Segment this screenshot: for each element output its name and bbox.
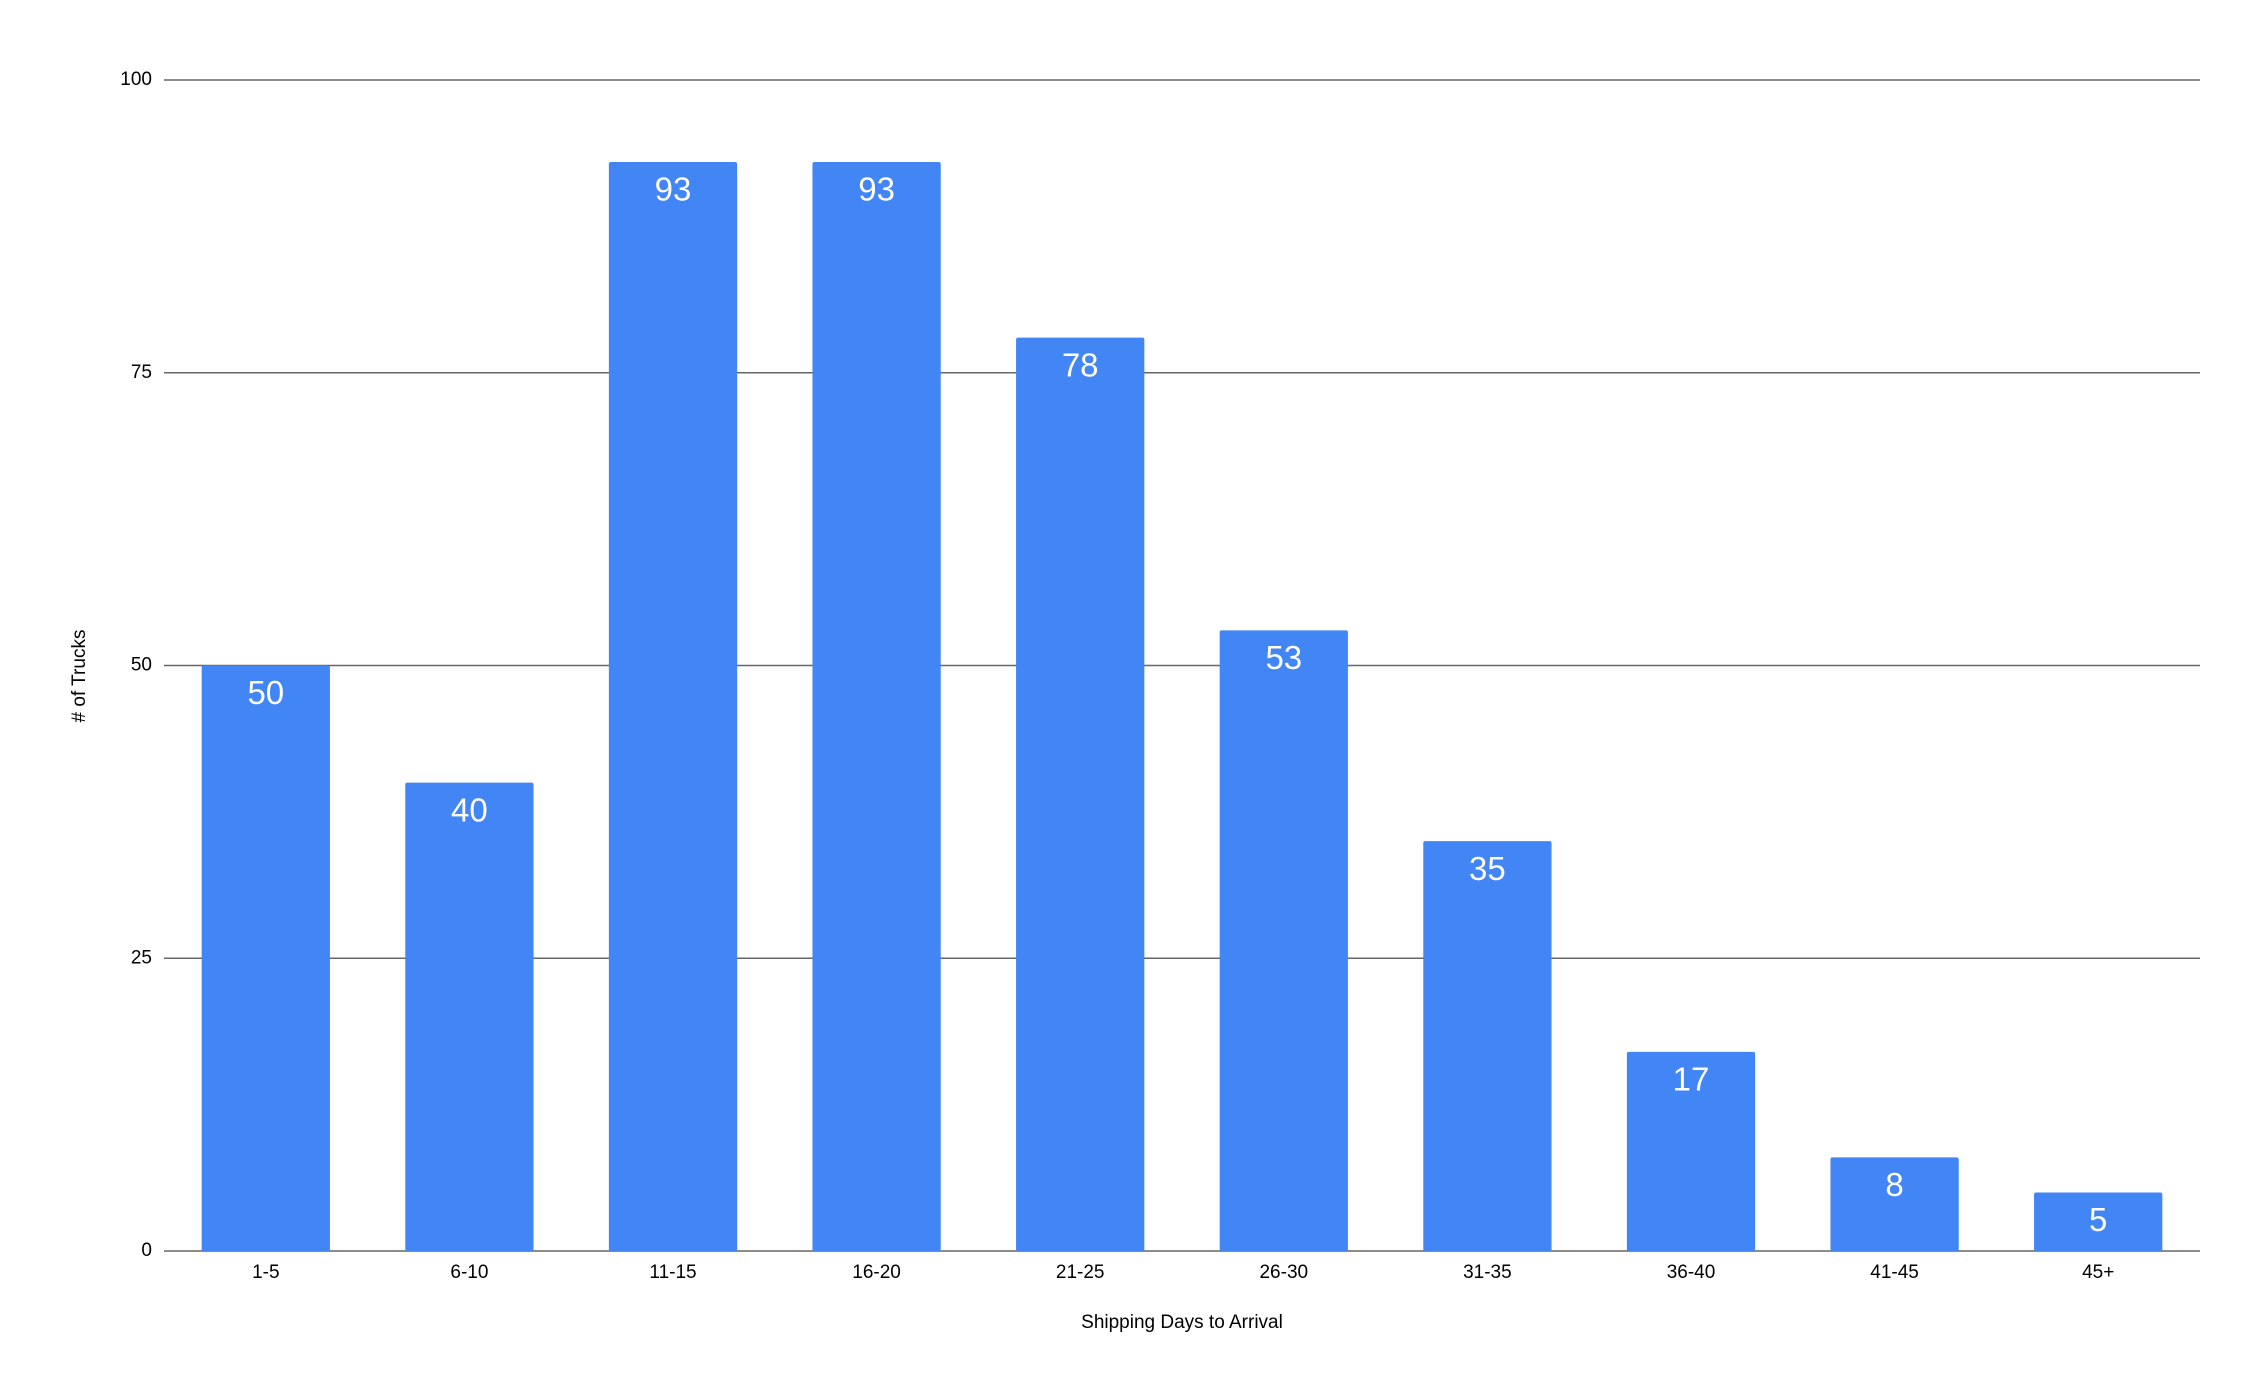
y-tick-label: 100 [120, 69, 152, 90]
value-label: 78 [1062, 346, 1099, 383]
x-tick-label: 11-15 [649, 1262, 696, 1283]
value-label: 50 [247, 674, 284, 711]
value-label: 5 [2089, 1201, 2107, 1238]
x-tick-label: 36-40 [1667, 1262, 1716, 1283]
value-label: 17 [1673, 1061, 1710, 1098]
y-tick-label: 25 [131, 947, 152, 968]
x-tick-label: 6-10 [450, 1262, 488, 1283]
x-tick-label: 1-5 [252, 1262, 279, 1283]
value-label: 93 [655, 171, 692, 208]
bar [405, 782, 534, 1251]
x-tick-label: 16-20 [852, 1262, 901, 1283]
y-tick-label: 0 [141, 1240, 152, 1261]
x-tick-label: 41-45 [1870, 1262, 1919, 1283]
bar [1626, 1051, 1756, 1251]
x-axis-title: Shipping Days to Arrival [1081, 1312, 1283, 1333]
bar [1016, 337, 1145, 1251]
x-tick-label: 21-25 [1056, 1262, 1105, 1283]
bar [1423, 841, 1552, 1251]
value-label: 93 [858, 171, 895, 208]
x-tick-label: 45+ [2082, 1262, 2114, 1283]
value-label: 8 [1885, 1166, 1903, 1203]
y-tick-label: 50 [131, 655, 152, 676]
bar [1219, 630, 1348, 1251]
x-tick-label: 26-30 [1259, 1262, 1308, 1283]
bar [812, 161, 941, 1252]
bar [201, 665, 330, 1251]
y-tick-label: 75 [131, 362, 152, 383]
x-tick-label: 31-35 [1463, 1262, 1512, 1283]
bar [2034, 1192, 2163, 1251]
value-label: 40 [451, 791, 488, 828]
value-label: 35 [1469, 850, 1506, 887]
y-axis-title: # of Trucks [69, 630, 90, 723]
bar [1830, 1157, 1959, 1251]
bar [608, 161, 738, 1252]
value-label: 53 [1265, 639, 1302, 676]
